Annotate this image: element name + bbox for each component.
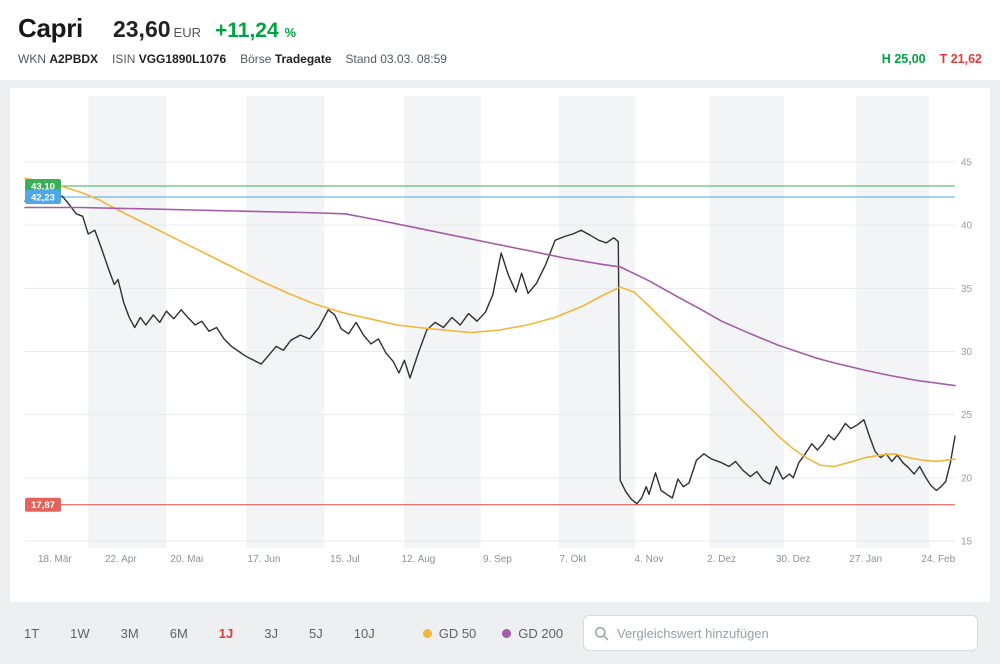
x-axis-label: 30. Dez (776, 554, 810, 565)
range-button-10j[interactable]: 10J (352, 622, 377, 645)
x-axis-label: 22. Apr (105, 554, 137, 565)
header-top-row: Capri 23,60 EUR +11,24 % (18, 13, 982, 44)
x-axis-label: 18. Mär (38, 554, 73, 565)
chart-legend: GD 50 GD 200 (422, 625, 563, 641)
reference-badge-label: 42,23 (31, 193, 55, 204)
x-axis-label: 20. Mai (170, 554, 203, 565)
price-change: +11,24 % (215, 19, 296, 43)
gd200-dot-icon (502, 628, 512, 638)
reference-badge-high-52w (25, 179, 61, 193)
y-axis-label: 35 (961, 284, 973, 295)
x-axis-label: 4. Nov (635, 554, 664, 565)
isin: ISIN VGG1890L1076 (112, 52, 227, 66)
y-axis-label: 20 (961, 473, 973, 484)
reference-badge-close (25, 190, 61, 204)
month-stripe (246, 96, 325, 548)
gd50-dot-icon (422, 628, 432, 638)
x-axis-label: 2. Dez (707, 554, 736, 565)
compare-search[interactable] (583, 615, 978, 651)
month-stripe (404, 96, 481, 548)
timestamp: Stand 03.03. 08:59 (345, 52, 447, 66)
header-meta-row: WKN A2PBDX ISIN VGG1890L1076 Börse Trade… (18, 52, 982, 66)
search-icon (594, 626, 609, 640)
series-gd50 (24, 177, 956, 468)
compare-search-input[interactable] (617, 625, 967, 641)
wkn: WKN A2PBDX (18, 52, 99, 66)
month-stripe (856, 96, 929, 548)
currency-label: EUR (173, 25, 201, 40)
series-kurs (24, 195, 956, 505)
x-axis-label: 24. Feb (921, 554, 955, 565)
range-button-3j[interactable]: 3J (262, 622, 280, 645)
range-button-3m[interactable]: 3M (119, 622, 141, 645)
range-button-5j[interactable]: 5J (307, 622, 325, 645)
legend-gd50[interactable]: GD 50 (422, 625, 477, 641)
series-gd200 (24, 206, 956, 387)
x-axis-label: 17. Jun (248, 554, 281, 565)
day-high: H 25,00 (881, 52, 926, 66)
y-axis-label: 40 (961, 221, 973, 232)
reference-badge-low-52w (25, 497, 61, 512)
high-low-group: H 25,00 T 21,62 (882, 52, 982, 66)
x-axis-label: 27. Jan (849, 554, 882, 565)
reference-badge-label: 43,10 (31, 182, 55, 193)
y-axis-label: 25 (961, 410, 973, 421)
reference-badge-label: 17,87 (31, 500, 55, 511)
price-chart-svg[interactable]: 15 20 25 30 35 40 45 18. Mär 22. Apr 20. Mai 17. J… (10, 88, 990, 602)
footer-toolbar: 1T 1W 3M 6M 1J 3J 5J 10J GD 50 GD 200 (0, 602, 1000, 664)
range-selector: 1T 1W 3M 6M 1J 3J 5J 10J (22, 622, 377, 645)
x-axis-label: 9. Sep (483, 554, 512, 565)
legend-gd50-label: GD 50 (438, 625, 477, 641)
chart-card: 15 20 25 30 35 40 45 18. Mär 22. Apr 20. Mai 17. J… (10, 88, 990, 602)
month-stripe (709, 96, 784, 548)
legend-gd200[interactable]: GD 200 (502, 626, 563, 641)
month-stripe (558, 96, 636, 548)
legend-gd200-label: GD 200 (518, 625, 564, 641)
x-axis-label: 12. Aug (401, 554, 435, 565)
range-button-1j[interactable]: 1J (217, 622, 235, 645)
range-button-1t[interactable]: 1T (22, 622, 41, 645)
exchange: Börse Tradegate (240, 52, 332, 66)
percent-sign: % (284, 25, 297, 40)
x-axis-label: 15. Jul (330, 554, 359, 565)
y-axis-label: 45 (961, 158, 973, 169)
current-price: 23,60 EUR (113, 16, 201, 43)
range-button-1w[interactable]: 1W (68, 622, 92, 645)
header: Capri 23,60 EUR +11,24 % WKN A2PBDX ISIN … (0, 0, 1000, 80)
y-axis-label: 15 (961, 537, 973, 548)
month-stripe (88, 96, 167, 548)
day-low: T 21,62 (939, 52, 982, 66)
price-value: 23,60 (112, 16, 171, 42)
y-axis-label: 30 (961, 347, 973, 358)
change-value: +11,24 (214, 19, 279, 42)
x-axis-label: 7. Okt (559, 554, 586, 565)
range-button-6m[interactable]: 6M (168, 622, 190, 645)
instrument-name: Capri (18, 13, 83, 43)
